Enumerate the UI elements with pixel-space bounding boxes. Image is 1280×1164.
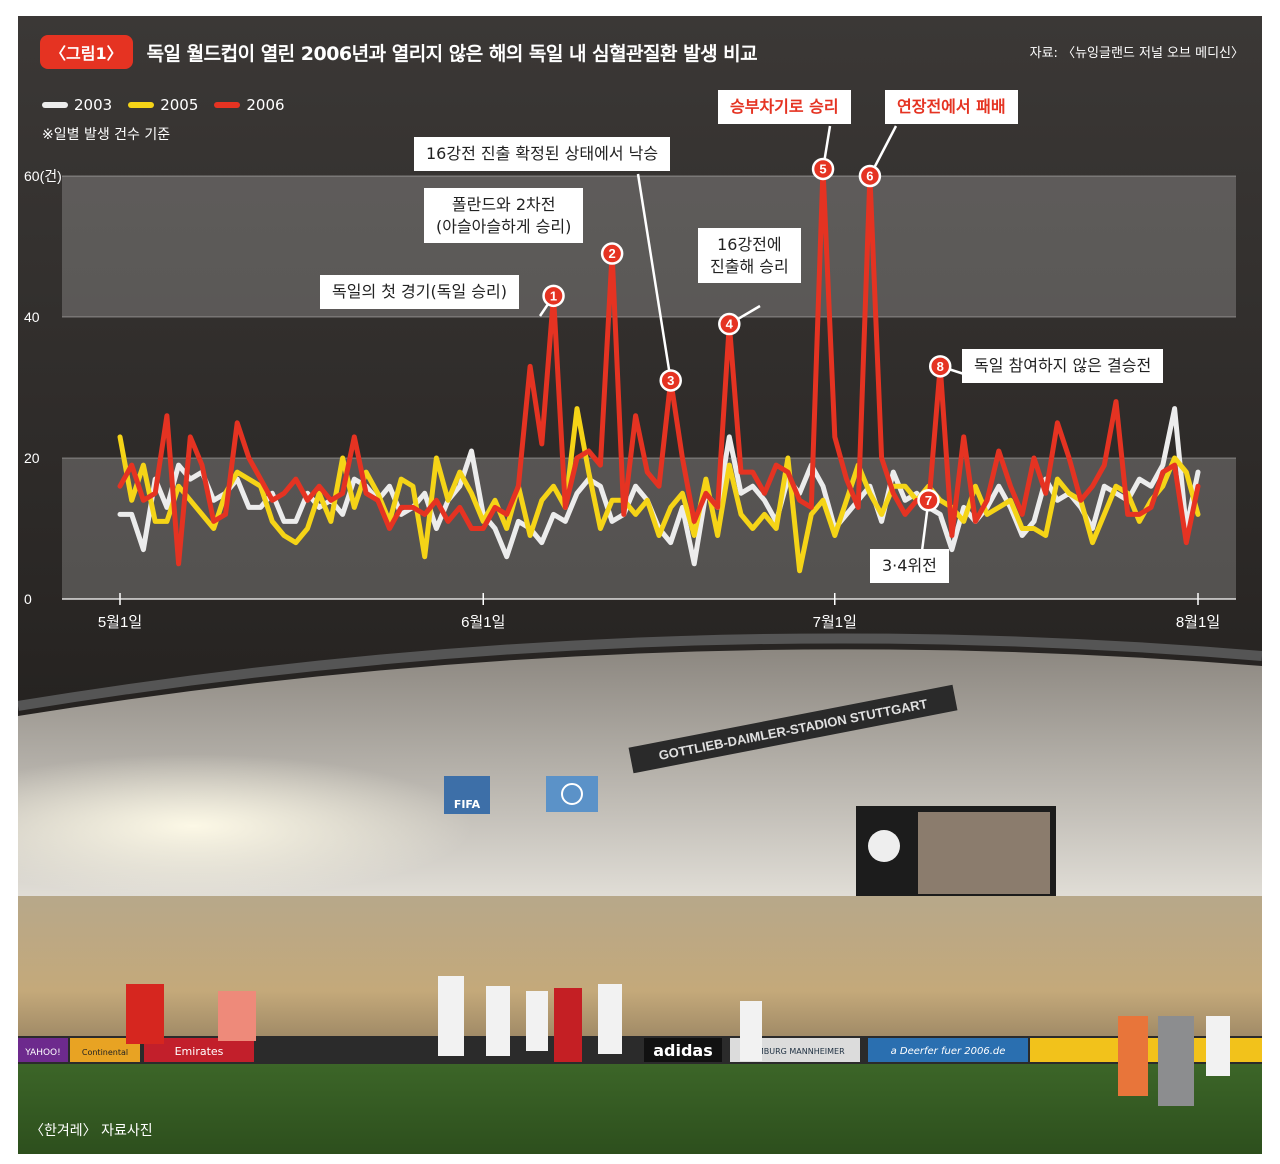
event-marker-5: 5: [811, 157, 835, 181]
legend-item-2005: 2005: [128, 96, 198, 114]
series-line-2006: [117, 166, 1201, 567]
annotation-8-text: 독일 참여하지 않은 결승전: [974, 356, 1152, 375]
ad-deerfer: a Deerfer fuer 2006.de: [891, 1046, 1006, 1057]
chart-note: ※일별 발생 건수 기준: [42, 127, 171, 143]
chart-title: 독일 월드컵이 열린 2006년과 열리지 않은 해의 독일 내 심혈관질환 발…: [146, 42, 758, 65]
annotation-5-text: 승부차기로 승리: [730, 97, 839, 116]
annotation-7-text: 3·4위전: [882, 556, 937, 575]
event-marker-circle: [811, 157, 835, 181]
annotation-1: 독일의 첫 경기(독일 승리): [320, 275, 519, 309]
fifa-flag: FIFA: [444, 776, 490, 814]
legend-label-2003: 2003: [74, 96, 113, 114]
event-marker-circle: [718, 312, 741, 336]
legend-item-2003: 2003: [42, 96, 112, 114]
annotation-2-line1: 폴란드와 2차전: [451, 195, 556, 214]
y-tick-label: 60(건): [24, 168, 62, 184]
x-tick-label: 6월1일: [461, 614, 505, 631]
y-tick-label: 20: [24, 450, 40, 466]
annotation-2-line2: (아슬아슬하게 승리): [436, 216, 572, 236]
event-marker-circle: [858, 164, 882, 188]
header: 〈그림1〉 독일 월드컵이 열린 2006년과 열리지 않은 해의 독일 내 심…: [40, 34, 758, 70]
event-marker-7: 7: [917, 489, 940, 512]
legend-item-2006: 2006: [214, 96, 285, 114]
source-credit: 자료: 〈뉴잉글랜드 저널 오브 메디신〉: [1029, 46, 1244, 61]
annotation-6: 연장전에서 패배: [885, 90, 1018, 124]
roof-edge: [18, 633, 1262, 711]
players-group: [126, 976, 1230, 1106]
y-tick-label: 0: [24, 591, 32, 607]
event-marker-circle: [928, 355, 952, 378]
event-marker-1: 1: [542, 284, 565, 308]
x-tick-label: 5월1일: [98, 614, 142, 631]
series-line-2005: [117, 406, 1201, 574]
annotation-4-line1: 16강전에: [717, 235, 782, 254]
event-marker-label: 7: [925, 493, 932, 508]
event-marker-label: 4: [726, 317, 734, 332]
event-marker-circle: [917, 489, 940, 512]
event-marker-label: 5: [819, 161, 826, 176]
annotation-2: 폴란드와 2차전 (아슬아슬하게 승리): [424, 188, 584, 244]
legend-swatch-2005: [128, 102, 155, 108]
y-tick-label: 40: [24, 309, 40, 325]
event-marker-label: 1: [550, 288, 557, 303]
annotation-3-text: 16강전 진출 확정된 상태에서 낙승: [426, 144, 659, 163]
event-marker-circle: [659, 369, 682, 392]
ad-adidas: adidas: [653, 1041, 713, 1060]
un-flag: [546, 776, 598, 812]
ad-hamburg-mannheimer: HAMBURG MANNHEIMER: [745, 1047, 845, 1056]
legend-label-2005: 2005: [160, 96, 199, 114]
event-marker-4: 4: [718, 312, 741, 336]
svg-text:FIFA: FIFA: [454, 798, 481, 811]
event-marker-3: 3: [659, 369, 682, 392]
event-marker-label: 2: [609, 246, 616, 261]
annotation-8: 독일 참여하지 않은 결승전: [962, 349, 1164, 383]
figure-badge: 〈그림1〉: [40, 35, 133, 69]
event-marker-circle: [542, 284, 565, 308]
stadium-photo-background: GOTTLIEB-DAIMLER-STADION STUTTGART FIFA …: [18, 16, 1262, 1154]
event-marker-2: 2: [600, 242, 624, 265]
annotation-leader-3: [636, 173, 672, 381]
photo-credit: 〈한겨레〉 자료사진: [30, 1123, 153, 1139]
annotation-4: 16강전에 진출해 승리: [698, 228, 801, 284]
infographic-frame: GOTTLIEB-DAIMLER-STADION STUTTGART FIFA …: [18, 16, 1262, 1154]
legend-label-2006: 2006: [246, 96, 285, 114]
advertising-boards: adidas HAMBURG MANNHEIMER a Deerfer fuer…: [18, 1036, 1262, 1064]
floodlight-glow: [18, 736, 718, 916]
legend-swatch-2003: [42, 102, 68, 108]
scoreboard: [856, 806, 1056, 901]
event-marker-8: 8: [928, 355, 952, 378]
x-tick-label: 7월1일: [813, 614, 857, 631]
annotation-5: 승부차기로 승리: [718, 90, 851, 124]
event-marker-circle: [600, 242, 624, 265]
legend: 2003 2005 2006: [42, 96, 285, 114]
annotation-3: 16강전 진출 확정된 상태에서 낙승: [414, 137, 671, 171]
ad-yahoo: YAHOO!: [24, 1048, 61, 1058]
ad-continental: Continental: [82, 1048, 128, 1057]
annotation-6-text: 연장전에서 패배: [897, 97, 1006, 116]
annotation-1-text: 독일의 첫 경기(독일 승리): [332, 282, 507, 301]
annotation-4-line2: 진출해 승리: [710, 256, 789, 276]
event-marker-label: 8: [937, 359, 944, 374]
line-chart: 0 20 40 60(건) 5월1일 6월1일 7월1일 8월1일 1 2 3 4 5 6 7 8: [24, 125, 1236, 631]
ad-emirates: Emirates: [175, 1045, 224, 1058]
annotation-7: 3·4위전: [870, 549, 949, 583]
event-marker-label: 3: [667, 373, 674, 388]
event-marker-6: 6: [858, 164, 882, 188]
event-marker-label: 6: [866, 169, 873, 184]
legend-swatch-2006: [214, 102, 241, 108]
x-tick-label: 8월1일: [1176, 614, 1220, 631]
